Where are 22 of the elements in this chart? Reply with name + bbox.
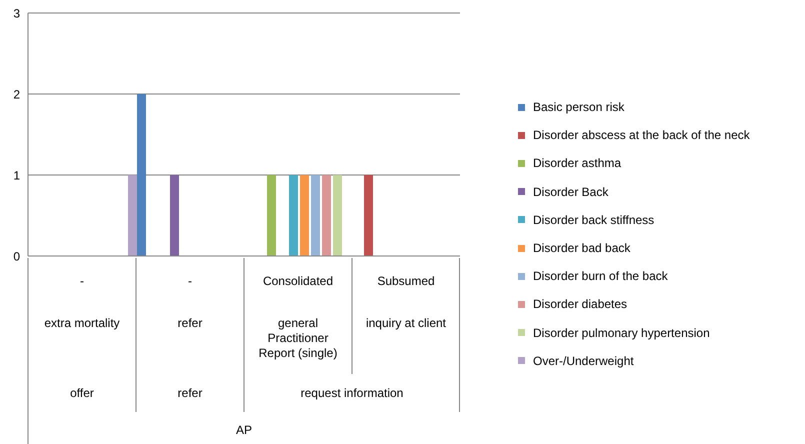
legend-label: Disorder asthma (533, 156, 622, 170)
legend-label: Disorder diabetes (533, 297, 628, 312)
legend-label: Disorder bad back (533, 241, 630, 256)
text: offer (70, 386, 94, 400)
text: refer (178, 386, 202, 400)
category-label: Consolidated general Practitioner Report (single) (258, 274, 338, 360)
text: request information (300, 386, 404, 400)
text: AP (236, 423, 252, 437)
category-label: - refer (178, 274, 202, 330)
legend-label: Disorder back stiffness (533, 212, 654, 227)
y-tick-label: 3 (13, 6, 20, 20)
legend-label: Disorder pulmonary hypertension (533, 326, 710, 340)
legend-label: Basic person risk (533, 100, 624, 114)
legend-label: Over-/Underweight (533, 354, 634, 368)
legend-label: Disorder burn of the back (533, 269, 668, 284)
y-tick-label: 2 (13, 87, 20, 102)
category-label: - extra mortality (44, 274, 120, 330)
y-tick-label: 1 (13, 168, 20, 182)
legend-label: Disorder Back (533, 184, 608, 199)
category-label: Subsumed inquiry at client (366, 274, 446, 330)
legend-label: Disorder abscess at the back of the neck (533, 128, 750, 142)
y-tick-label: 0 (13, 249, 20, 264)
